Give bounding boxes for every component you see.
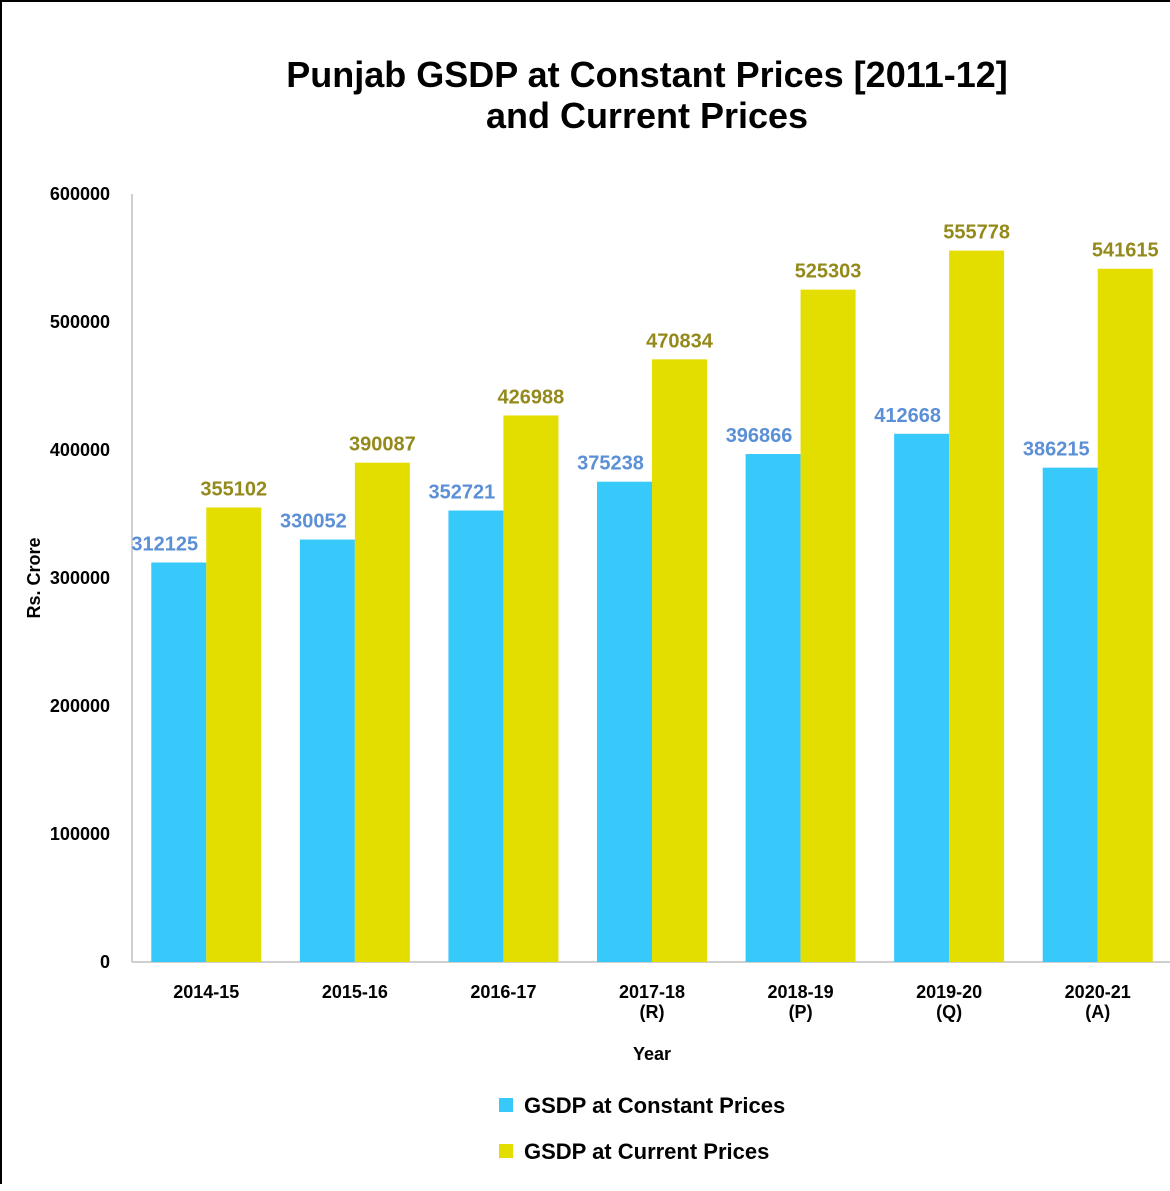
bar-current-prices — [652, 359, 707, 962]
legend: GSDP at Constant Prices GSDP at Current P… — [499, 1093, 785, 1164]
x-tick-label: 2017-18 — [619, 982, 685, 1002]
x-tick-label: (P) — [789, 1002, 813, 1022]
x-tick-label: 2019-20 — [916, 982, 982, 1002]
bar-current-prices — [1097, 268, 1153, 962]
bar-constant-prices — [745, 454, 801, 962]
legend-swatch-constant — [499, 1098, 513, 1112]
legend-label-constant: GSDP at Constant Prices — [524, 1093, 785, 1118]
bar-constant-prices — [894, 433, 950, 962]
y-tick-label: 400000 — [50, 440, 110, 460]
legend-swatch-current — [499, 1144, 513, 1158]
bar-constant-prices — [299, 539, 355, 962]
x-tick-label: 2020-21 — [1065, 982, 1131, 1002]
y-tick-label: 500000 — [50, 312, 110, 332]
data-label-constant-prices: 412668 — [874, 405, 941, 427]
bar-constant-prices — [151, 562, 207, 962]
bar-current-prices — [206, 507, 262, 962]
chart-title-line-1: Punjab GSDP at Constant Prices [2011-12] — [286, 54, 1008, 95]
x-axis-label: Year — [633, 1044, 671, 1064]
data-label-current-prices: 390087 — [349, 434, 416, 456]
bar-current-prices — [503, 415, 559, 963]
x-tick-label: (R) — [640, 1002, 665, 1022]
bar-current-prices — [354, 462, 410, 962]
chart-title-line-2: and Current Prices — [486, 95, 808, 136]
data-label-current-prices: 555778 — [943, 222, 1010, 244]
x-tick-label: 2016-17 — [470, 982, 536, 1002]
bar-constant-prices — [448, 510, 504, 962]
y-tick-label: 0 — [100, 952, 110, 972]
data-label-constant-prices: 352721 — [429, 482, 496, 504]
data-label-constant-prices: 386215 — [1023, 439, 1090, 461]
data-label-constant-prices: 396866 — [726, 425, 793, 447]
bar-current-prices — [949, 250, 1005, 963]
x-tick-label: 2014-15 — [173, 982, 239, 1002]
data-label-current-prices: 355102 — [200, 478, 267, 500]
y-tick-label: 200000 — [50, 696, 110, 716]
data-label-current-prices: 426988 — [498, 386, 565, 408]
x-tick-label: (Q) — [936, 1002, 962, 1022]
data-label-constant-prices: 330052 — [280, 511, 347, 533]
data-label-constant-prices: 312125 — [131, 533, 198, 555]
x-tick-labels: 2014-15 2015-16 2016-17 2017-18(R) 2018-19(P… — [173, 982, 1130, 1022]
y-tick-label: 100000 — [50, 824, 110, 844]
bar-current-prices — [800, 289, 856, 962]
legend-label-current: GSDP at Current Prices — [524, 1139, 769, 1164]
y-axis-label: Rs. Crore — [24, 537, 44, 618]
data-labels: 312125 355102 330052 390087 352721 426988 3752… — [131, 222, 1158, 556]
data-label-current-prices: 470834 — [646, 330, 714, 352]
x-tick-label: 2018-19 — [768, 982, 834, 1002]
x-tick-label: (A) — [1085, 1002, 1110, 1022]
data-label-current-prices: 541615 — [1092, 240, 1159, 262]
data-label-constant-prices: 375238 — [577, 453, 644, 475]
y-tick-labels: 0 100000 200000 300000 400000 500000 600000 — [50, 184, 110, 972]
y-tick-label: 600000 — [50, 184, 110, 204]
data-label-current-prices: 525303 — [795, 261, 862, 283]
x-tick-label: 2015-16 — [322, 982, 388, 1002]
y-tick-label: 300000 — [50, 568, 110, 588]
bar-constant-prices — [597, 481, 652, 962]
bar-constant-prices — [1042, 467, 1098, 962]
bars — [151, 250, 1153, 963]
